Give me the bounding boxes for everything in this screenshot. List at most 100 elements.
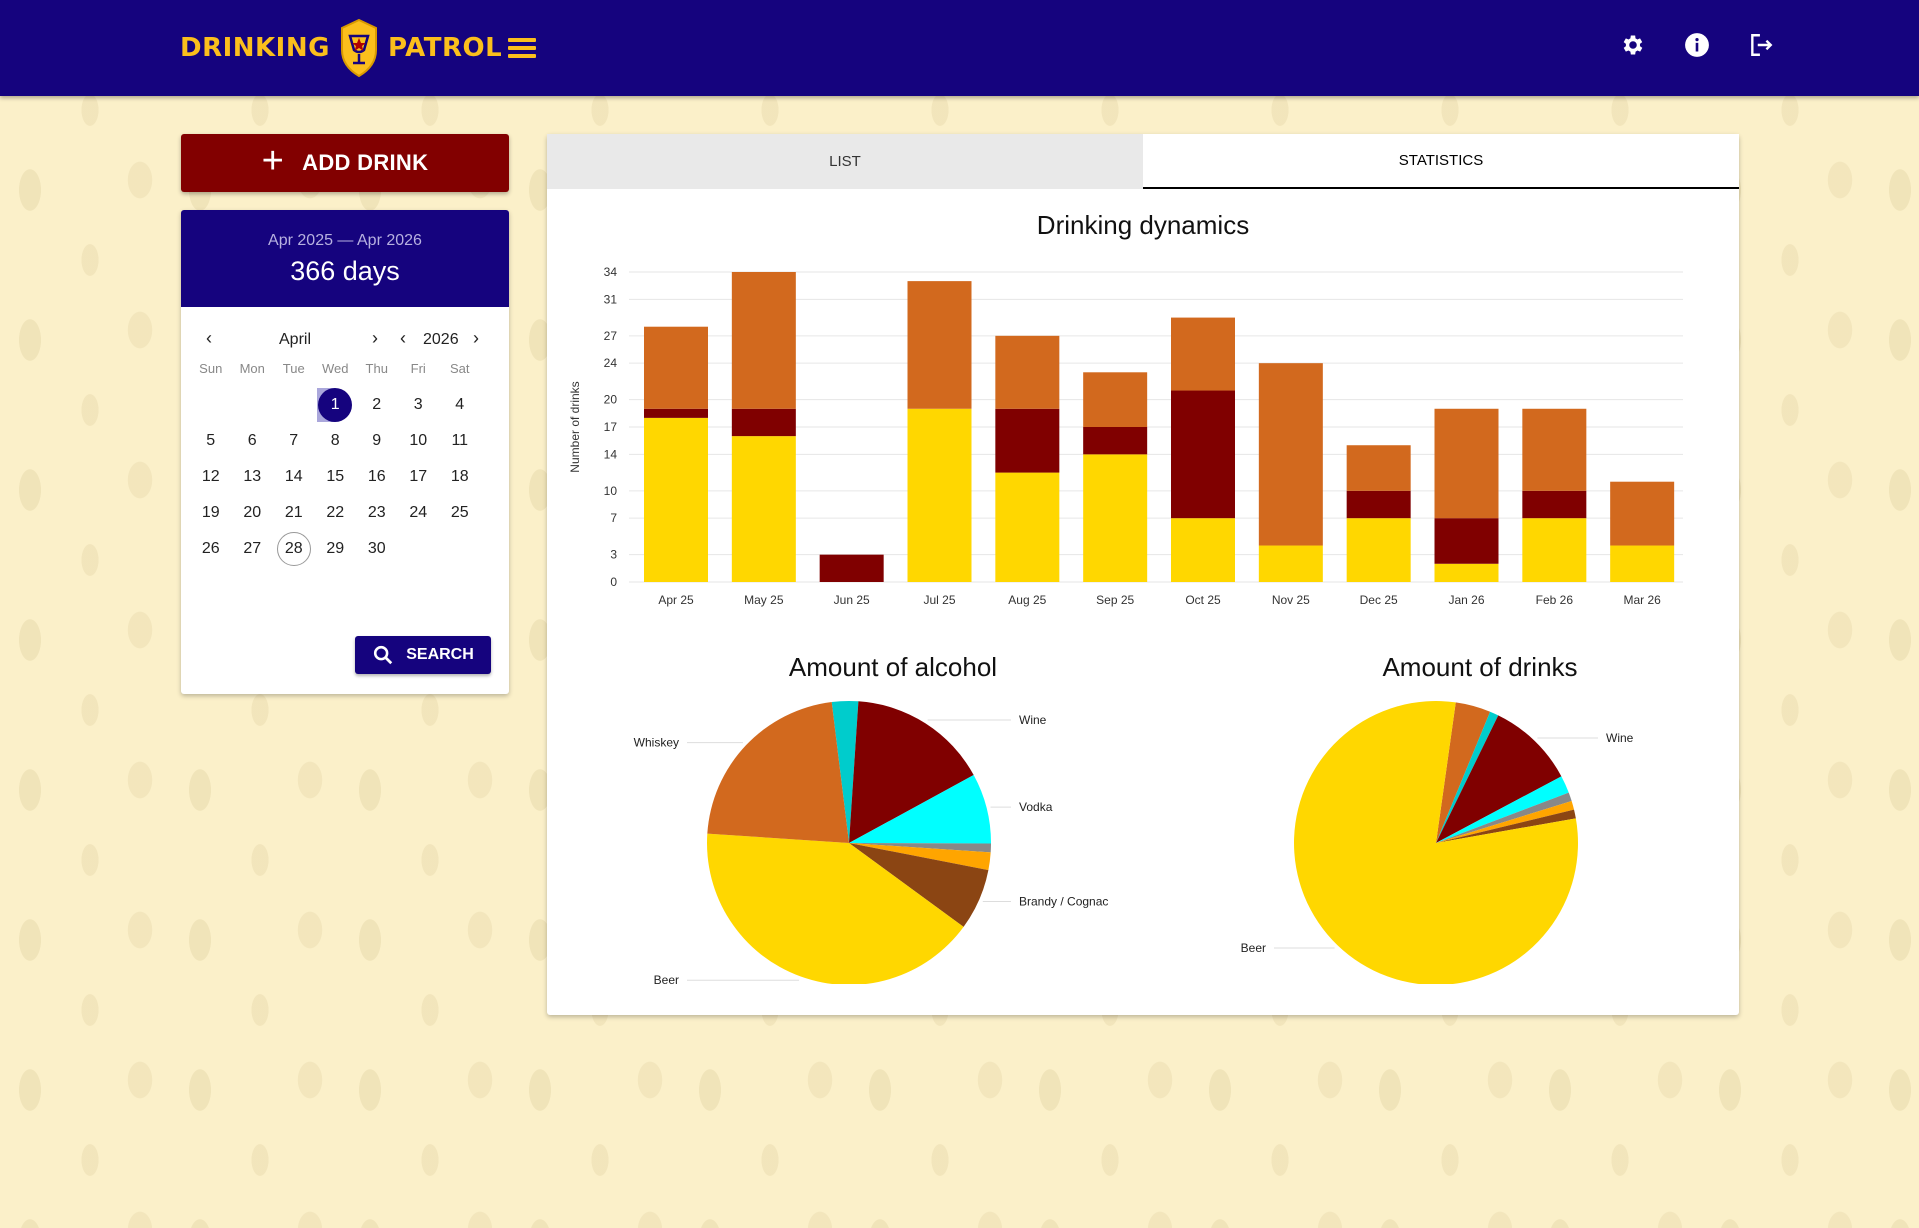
bar-segment[interactable] — [907, 281, 972, 409]
next-month-icon[interactable]: › — [372, 328, 378, 348]
search-button[interactable]: SEARCH — [355, 636, 491, 674]
calendar-day[interactable]: 4 — [455, 396, 465, 413]
calendar-day[interactable]: 2 — [372, 396, 382, 413]
bar-segment[interactable] — [1171, 518, 1235, 582]
calendar-day[interactable]: 25 — [450, 504, 469, 521]
calendar-day[interactable]: 10 — [409, 432, 428, 449]
bar-segment[interactable] — [1346, 490, 1411, 519]
pie-slice[interactable] — [849, 843, 989, 927]
pie-slice[interactable] — [1436, 711, 1499, 843]
app-logo[interactable]: DRINKING PATROL — [180, 18, 537, 78]
calendar-day[interactable]: 20 — [243, 504, 262, 521]
calendar-day[interactable]: 13 — [243, 468, 262, 485]
bar-segment[interactable] — [731, 408, 796, 437]
x-tick-label: Nov 25 — [1272, 593, 1310, 607]
bar-segment[interactable] — [1346, 445, 1411, 491]
empty-day — [232, 387, 274, 423]
bar-segment[interactable] — [1610, 481, 1675, 546]
calendar-day[interactable]: 11 — [451, 432, 469, 449]
prev-year-icon[interactable]: ‹ — [400, 328, 406, 348]
bar-segment[interactable] — [1522, 490, 1587, 519]
drinks-pie-title: Amount of drinks — [1382, 652, 1578, 682]
month-label: April — [279, 331, 312, 348]
bar-segment[interactable] — [731, 272, 796, 409]
bar-segment[interactable] — [1258, 363, 1323, 546]
calendar-day[interactable]: 24 — [409, 504, 428, 521]
pie-slice[interactable] — [849, 701, 974, 843]
bar-segment[interactable] — [1083, 372, 1148, 427]
pie-slice[interactable] — [1436, 702, 1491, 843]
bar-segment[interactable] — [1171, 317, 1235, 391]
calendar-day[interactable]: 18 — [450, 468, 469, 485]
bar-segment[interactable] — [995, 472, 1060, 582]
pie-slice[interactable] — [707, 833, 964, 984]
calendar-day[interactable]: 7 — [289, 432, 299, 449]
y-tick-label: 17 — [604, 420, 618, 434]
bar-segment[interactable] — [1258, 545, 1323, 582]
settings-icon[interactable] — [1618, 30, 1648, 60]
next-year-icon[interactable]: › — [473, 328, 479, 348]
calendar-day[interactable]: 5 — [206, 432, 216, 449]
calendar-day[interactable]: 29 — [326, 540, 345, 557]
calendar-day[interactable]: 23 — [367, 504, 386, 521]
tab-list[interactable]: LIST — [547, 134, 1143, 189]
pie-slice[interactable] — [707, 702, 849, 843]
bar-segment[interactable] — [1434, 408, 1499, 519]
pie-slice[interactable] — [831, 701, 859, 843]
calendar-day[interactable]: 26 — [201, 540, 220, 557]
calendar-day[interactable]: 1 — [315, 387, 357, 423]
bar-segment[interactable] — [995, 408, 1060, 473]
pie-slice[interactable] — [849, 843, 991, 871]
bar-segment[interactable] — [644, 326, 708, 409]
calendar-day[interactable]: 14 — [284, 468, 303, 485]
calendar-day[interactable]: 12 — [201, 468, 220, 485]
pie-slice[interactable] — [1436, 715, 1562, 843]
info-icon[interactable] — [1682, 30, 1712, 60]
bar-segment[interactable] — [907, 408, 972, 582]
bar-segment[interactable] — [1083, 427, 1148, 455]
calendar-day[interactable]: 16 — [367, 468, 386, 485]
bar-segment[interactable] — [1083, 454, 1148, 582]
bar-segment[interactable] — [1522, 408, 1587, 491]
calendar-day[interactable]: 21 — [284, 504, 303, 521]
bar-segment[interactable] — [1434, 563, 1499, 582]
logout-icon[interactable] — [1746, 30, 1776, 60]
menu-icon[interactable] — [508, 38, 537, 58]
pie-slice[interactable] — [1436, 809, 1576, 843]
x-tick-label: Sep 25 — [1096, 593, 1134, 607]
calendar-day[interactable]: 3 — [413, 396, 423, 413]
pie-slice[interactable] — [1436, 776, 1569, 843]
bar-segment[interactable] — [1522, 518, 1587, 582]
bar-segment[interactable] — [1610, 545, 1675, 582]
pie-slice[interactable] — [1436, 792, 1572, 843]
calendar-day[interactable]: 6 — [247, 432, 257, 449]
calendar-day[interactable]: 27 — [243, 540, 262, 557]
calendar-day[interactable]: 17 — [409, 468, 428, 485]
calendar-day[interactable]: 30 — [367, 540, 386, 557]
bar-segment[interactable] — [995, 335, 1060, 409]
calendar-day[interactable]: 19 — [201, 504, 220, 521]
calendar-day[interactable]: 9 — [372, 432, 382, 449]
statistics-panel: LIST STATISTICS Drinking dynamics 0 3 7 10 1… — [547, 134, 1739, 1015]
pie-slice[interactable] — [1436, 801, 1575, 843]
bar-segment[interactable] — [1434, 518, 1499, 564]
y-tick-label: 10 — [604, 484, 618, 498]
add-drink-button[interactable]: + ADD DRINK — [181, 134, 509, 192]
bar-segment[interactable] — [819, 554, 884, 582]
bar-segment[interactable] — [1171, 390, 1235, 519]
calendar-day[interactable]: 8 — [330, 432, 340, 449]
calendar-day[interactable]: 28 — [273, 531, 315, 567]
month-navigation: ‹ April › ‹ 2026 › — [181, 307, 509, 361]
bar-segment[interactable] — [644, 408, 708, 418]
calendar-day[interactable]: 22 — [326, 504, 345, 521]
pie-slice[interactable] — [1294, 700, 1578, 984]
prev-month-icon[interactable]: ‹ — [206, 328, 212, 348]
bar-segment[interactable] — [644, 417, 708, 582]
calendar-day[interactable]: 15 — [326, 468, 345, 485]
bar-segment[interactable] — [731, 436, 796, 582]
bar-segment[interactable] — [1346, 518, 1411, 582]
pie-slice[interactable] — [849, 843, 991, 853]
empty-day — [190, 387, 232, 423]
tab-statistics[interactable]: STATISTICS — [1143, 134, 1739, 189]
pie-slice[interactable] — [849, 775, 991, 844]
